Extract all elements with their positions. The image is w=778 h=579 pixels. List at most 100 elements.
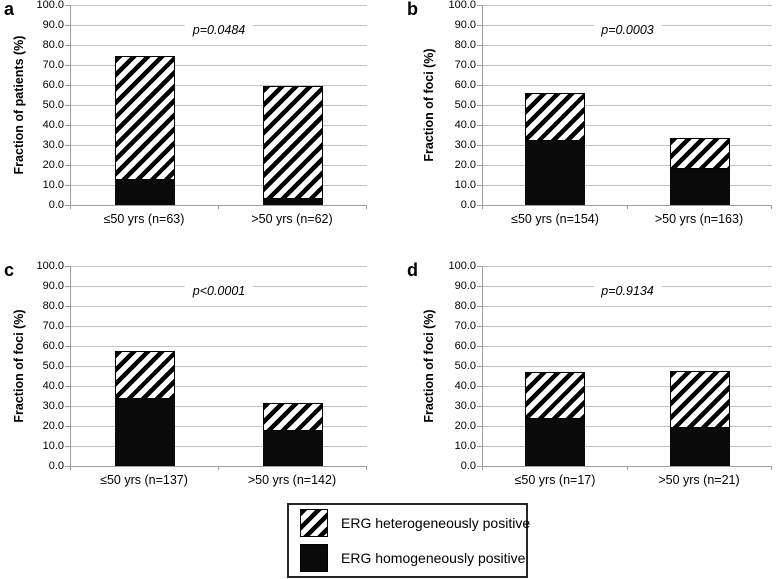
y-tick-label: 30.0 xyxy=(454,400,476,412)
gridline xyxy=(483,45,772,46)
y-tick-mark xyxy=(65,165,70,166)
x-tick-mark xyxy=(626,205,628,209)
gridline xyxy=(483,5,772,6)
gridline xyxy=(483,446,772,447)
y-tick-label: 10.0 xyxy=(454,440,476,452)
y-tick-label: 40.0 xyxy=(42,119,64,131)
y-tick-label: 40.0 xyxy=(454,380,476,392)
stacked-bar xyxy=(669,370,730,466)
y-tick-mark xyxy=(477,65,482,66)
stacked-bar xyxy=(263,402,323,466)
y-tick-label: 50.0 xyxy=(42,99,64,111)
black-swatch-icon xyxy=(300,544,328,572)
gridline xyxy=(71,386,367,387)
panel-b: b Fraction of foci (%) p=0.0003 100.0 90.… xyxy=(389,0,778,240)
y-tick-mark xyxy=(477,85,482,86)
gridline xyxy=(71,105,367,106)
panel-letter: d xyxy=(407,260,418,280)
bar-segment-heterogeneous xyxy=(115,55,175,180)
gridline xyxy=(483,406,772,407)
gridline xyxy=(71,45,367,46)
y-tick-label: 20.0 xyxy=(454,420,476,432)
y-tick-mark xyxy=(477,145,482,146)
y-tick-label: 100.0 xyxy=(448,0,476,11)
y-tick-label: 20.0 xyxy=(42,159,64,171)
y-tick-mark xyxy=(477,466,482,467)
y-tick-mark xyxy=(477,266,482,267)
legend: ERG heterogeneously positive ERG homogen… xyxy=(287,503,531,578)
x-tick-mark xyxy=(70,466,71,470)
y-tick-mark xyxy=(65,446,70,447)
gridline xyxy=(71,426,367,427)
stacked-bar xyxy=(263,85,323,205)
x-tick-mark xyxy=(218,205,219,209)
bar-segment-homogeneous xyxy=(669,428,730,466)
y-tick-mark xyxy=(65,205,70,206)
x-category-label: ≤50 yrs (n=17) xyxy=(514,473,596,487)
y-tick-mark xyxy=(65,346,70,347)
plot-area: p=0.0003 100.0 90.0 80.0 70.0 60.0 50.0 40.0 30… xyxy=(448,0,772,211)
y-tick-mark xyxy=(65,125,70,126)
gridline xyxy=(71,406,367,407)
y-tick-label: 0.0 xyxy=(460,460,476,472)
y-tick-label: 10.0 xyxy=(42,440,64,452)
bar-segment-heterogeneous xyxy=(525,371,586,419)
y-tick-mark xyxy=(477,346,482,347)
panel-c: c Fraction of foci (%) p<0.0001 100.0 90.… xyxy=(0,260,389,501)
x-category-label: >50 yrs (n=142) xyxy=(247,473,337,487)
y-tick-mark xyxy=(477,205,482,206)
plot-area: p<0.0001 100.0 90.0 80.0 70.0 60.0 50.0 40.0 30… xyxy=(36,260,367,472)
y-tick-label: 70.0 xyxy=(42,320,64,332)
y-tick-mark xyxy=(477,406,482,407)
y-tick-mark xyxy=(477,25,482,26)
gridline xyxy=(483,165,772,166)
stacked-bar xyxy=(115,55,175,205)
y-tick-mark xyxy=(65,185,70,186)
y-tick-label: 60.0 xyxy=(454,340,476,352)
y-tick-mark xyxy=(65,266,70,267)
bar-segment-heterogeneous xyxy=(669,370,730,428)
bar-segment-heterogeneous xyxy=(669,137,730,170)
gridline xyxy=(483,326,772,327)
y-tick-label: 30.0 xyxy=(454,139,476,151)
y-tick-mark xyxy=(477,326,482,327)
y-tick-label: 60.0 xyxy=(454,79,476,91)
gridline xyxy=(71,65,367,66)
y-tick-label: 60.0 xyxy=(42,79,64,91)
y-tick-label: 0.0 xyxy=(48,460,64,472)
plot-area: p=0.0484 100.0 90.0 80.0 70.0 60.0 50.0 40.0 30… xyxy=(36,0,367,211)
gridline xyxy=(483,346,772,347)
gridline xyxy=(483,306,772,307)
x-tick-mark xyxy=(771,205,772,209)
legend-label: ERG heterogeneously positive xyxy=(341,515,531,531)
y-tick-mark xyxy=(65,85,70,86)
y-tick-mark xyxy=(65,426,70,427)
legend-item-homogeneous: ERG homogeneously positive xyxy=(300,544,526,572)
bar-segment-homogeneous xyxy=(115,179,175,205)
y-tick-label: 100.0 xyxy=(36,260,64,272)
stacked-bar xyxy=(115,350,175,466)
gridline xyxy=(71,346,367,347)
y-tick-mark xyxy=(65,386,70,387)
y-tick-label: 70.0 xyxy=(454,320,476,332)
y-tick-mark xyxy=(477,366,482,367)
y-tick-label: 80.0 xyxy=(454,39,476,51)
y-tick-mark xyxy=(65,326,70,327)
x-category-label: ≤50 yrs (n=154) xyxy=(511,212,599,226)
y-tick-mark xyxy=(477,185,482,186)
x-tick-mark xyxy=(366,466,367,470)
y-tick-mark xyxy=(65,145,70,146)
y-tick-mark xyxy=(65,406,70,407)
x-tick-mark xyxy=(771,466,772,470)
y-tick-label: 90.0 xyxy=(454,19,476,31)
y-tick-label: 50.0 xyxy=(454,99,476,111)
bar-segment-homogeneous xyxy=(263,198,323,205)
x-tick-mark xyxy=(366,205,367,209)
y-tick-label: 90.0 xyxy=(454,280,476,292)
y-tick-mark xyxy=(65,286,70,287)
gridline xyxy=(483,185,772,186)
panel-d: d Fraction of foci (%) p=0.9134 100.0 90.… xyxy=(389,260,778,501)
y-tick-mark xyxy=(477,165,482,166)
bar-segment-homogeneous xyxy=(115,398,175,466)
